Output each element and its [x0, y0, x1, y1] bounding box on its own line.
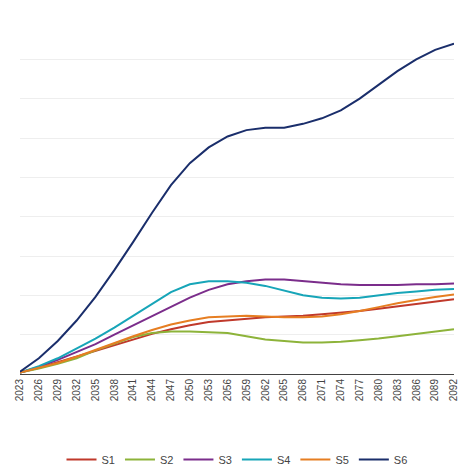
- svg-text:2032: 2032: [71, 379, 82, 402]
- svg-text:S3: S3: [218, 454, 231, 466]
- svg-text:2029: 2029: [52, 379, 63, 402]
- svg-text:2071: 2071: [316, 379, 327, 402]
- svg-text:2059: 2059: [241, 379, 252, 402]
- svg-text:2089: 2089: [429, 379, 440, 402]
- svg-text:2053: 2053: [203, 379, 214, 402]
- svg-text:S4: S4: [277, 454, 290, 466]
- svg-text:2068: 2068: [297, 379, 308, 402]
- svg-text:2023: 2023: [14, 379, 25, 402]
- svg-text:2062: 2062: [260, 379, 271, 402]
- svg-text:2080: 2080: [373, 379, 384, 402]
- svg-text:2038: 2038: [109, 379, 120, 402]
- svg-text:S1: S1: [102, 454, 115, 466]
- svg-text:2044: 2044: [146, 379, 157, 402]
- svg-text:2077: 2077: [354, 379, 365, 402]
- svg-text:2035: 2035: [90, 379, 101, 402]
- svg-text:2026: 2026: [33, 379, 44, 402]
- svg-text:S6: S6: [394, 454, 407, 466]
- svg-text:S2: S2: [160, 454, 173, 466]
- svg-text:2050: 2050: [184, 379, 195, 402]
- svg-text:2047: 2047: [165, 379, 176, 402]
- svg-text:2086: 2086: [411, 379, 422, 402]
- svg-text:2092: 2092: [448, 379, 459, 402]
- svg-text:2065: 2065: [278, 379, 289, 402]
- svg-text:S5: S5: [335, 454, 348, 466]
- svg-text:2041: 2041: [127, 379, 138, 402]
- svg-text:2083: 2083: [392, 379, 403, 402]
- svg-text:2074: 2074: [335, 379, 346, 402]
- svg-text:2056: 2056: [222, 379, 233, 402]
